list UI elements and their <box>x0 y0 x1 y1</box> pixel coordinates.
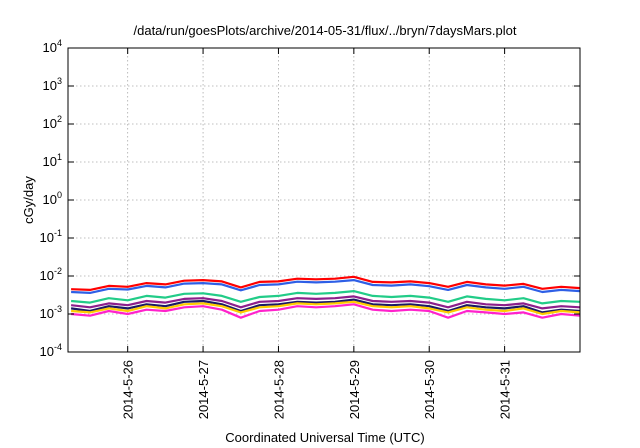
series-line-3 <box>71 290 581 305</box>
y-tick-label: 10-2 <box>40 266 62 283</box>
chart-title: /data/run/goesPlots/archive/2014-05-31/f… <box>134 23 517 38</box>
x-tick-label: 2014-5-26 <box>121 360 136 419</box>
y-tick-label: 101 <box>43 152 62 169</box>
x-tick-label: 2014-5-28 <box>271 360 286 419</box>
y-tick-label: 102 <box>43 114 62 131</box>
y-tick-label: 10-4 <box>40 342 62 359</box>
y-axis: 10-4 10-3 10-2 10-1 100 101 102 103 104 <box>40 38 580 359</box>
series-line-4 <box>70 295 581 310</box>
series-line-5 <box>70 298 581 314</box>
y-tick-label: 103 <box>43 76 62 93</box>
y-tick-label: 10-3 <box>40 304 62 321</box>
x-tick-label: 2014-5-27 <box>196 360 211 419</box>
series-line-2 <box>71 279 581 294</box>
x-axis-label: Coordinated Universal Time (UTC) <box>225 430 424 445</box>
series-lines <box>70 275 581 319</box>
series-line-1 <box>71 275 581 291</box>
series-line-6 <box>71 300 581 316</box>
x-tick-label: 2014-5-30 <box>422 360 437 419</box>
y-tick-label: 10-1 <box>40 228 62 245</box>
x-tick-label: 2014-5-29 <box>347 360 362 419</box>
y-tick-label: 104 <box>43 38 62 55</box>
y-axis-label: cGy/day <box>21 176 36 224</box>
x-axis: 2014-5-26 2014-5-27 2014-5-28 2014-5-29 2014… <box>121 48 513 419</box>
y-tick-label: 100 <box>43 190 62 207</box>
x-tick-label: 2014-5-31 <box>498 360 513 419</box>
series-line-7 <box>71 303 581 319</box>
